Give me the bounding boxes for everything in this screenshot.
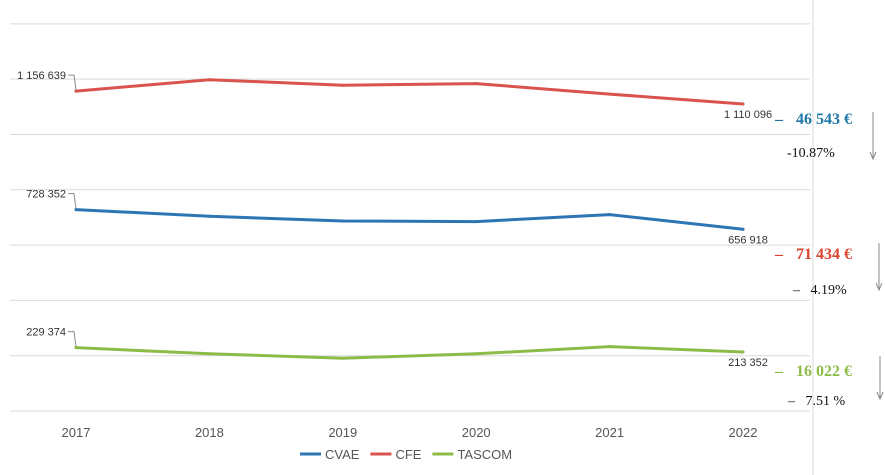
annotation-dash: – (774, 363, 784, 380)
arrow-head-icon (876, 391, 884, 401)
data-point-cfe (207, 78, 211, 82)
annotation-cfe: – 46 543 € -10.87% (774, 111, 877, 161)
annotation-tascom: – 16 022 € – 7.51 % (774, 356, 884, 409)
series-lines (74, 78, 745, 360)
legend-entry: CFE (395, 447, 421, 462)
x-tick-label: 2021 (595, 425, 624, 440)
series-line-cfe (74, 78, 745, 106)
data-point-cvae (474, 220, 478, 224)
data-point-tascom (608, 345, 612, 349)
leader-line (68, 193, 77, 209)
legend-entry: CVAE (325, 447, 360, 462)
annotation-amount: 16 022 € (796, 363, 852, 380)
annotation-dash: – (774, 246, 784, 263)
data-label: 229 374 (26, 327, 66, 339)
x-axis-tick-labels: 2017 2018 2019 2020 2021 2022 (62, 425, 758, 440)
arrow-head-icon (875, 282, 883, 292)
x-tick-label: 2017 (62, 425, 91, 440)
annotation-percent: – 4.19% (792, 283, 847, 298)
annotation-percent: – 7.51 % (787, 394, 846, 409)
leader-line (68, 74, 77, 91)
annotation-amount: 71 434 € (796, 246, 852, 263)
data-point-tascom (474, 352, 478, 356)
data-point-tascom (74, 346, 78, 350)
x-tick-label: 2018 (195, 425, 224, 440)
x-tick-label: 2019 (328, 425, 357, 440)
series-line-tascom (74, 345, 745, 360)
data-label: 1 156 639 (17, 70, 66, 82)
data-point-tascom (341, 356, 345, 360)
data-point-cvae (207, 214, 211, 218)
series-line-cvae (74, 208, 745, 231)
data-point-cfe (74, 89, 78, 93)
data-point-tascom (207, 352, 211, 356)
annotation-dash: – (774, 111, 784, 128)
data-point-cvae (341, 219, 345, 223)
data-labels: 1 156 639 1 110 096 728 352 656 918 229 374 2… (17, 70, 772, 369)
data-point-cvae (74, 208, 78, 212)
arrow-head-icon (869, 151, 877, 161)
legend: CVAE CFE TASCOM (300, 447, 512, 462)
annotation-amount: 46 543 € (796, 111, 852, 128)
annotation-cvae: – 71 434 € – 4.19% (774, 243, 883, 298)
data-point-cvae (741, 227, 745, 231)
legend-entry: TASCOM (457, 447, 512, 462)
leader-line (68, 331, 77, 347)
annotation-percent: -10.87% (787, 146, 835, 161)
data-point-cfe (341, 83, 345, 87)
gridlines (10, 23, 810, 412)
data-label: 728 352 (26, 189, 66, 201)
data-point-cfe (608, 92, 612, 96)
data-label: 656 918 (728, 234, 768, 246)
x-tick-label: 2020 (462, 425, 491, 440)
data-label: 213 352 (728, 357, 768, 369)
data-point-tascom (741, 350, 745, 354)
data-label: 1 110 096 (724, 109, 772, 121)
data-point-cfe (474, 82, 478, 86)
x-tick-label: 2022 (729, 425, 758, 440)
data-point-cfe (741, 102, 745, 106)
data-point-cvae (608, 213, 612, 217)
